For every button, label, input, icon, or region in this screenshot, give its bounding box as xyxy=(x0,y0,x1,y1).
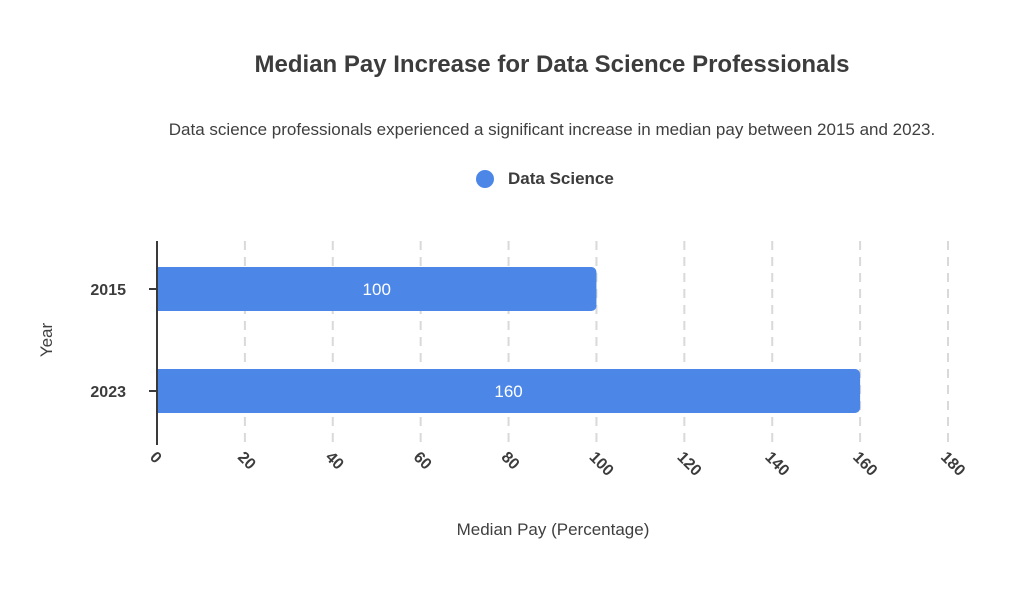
bars xyxy=(157,267,861,413)
bar-value-label: 160 xyxy=(494,382,522,401)
x-tick-label: 160 xyxy=(849,449,880,480)
category-ticks xyxy=(149,288,157,392)
category-labels: 2015 2023 xyxy=(90,282,126,401)
x-tick-label: 120 xyxy=(674,449,705,480)
x-tick-label: 0 xyxy=(146,449,164,467)
category-label: 2015 xyxy=(90,282,126,299)
x-tick-label: 140 xyxy=(761,449,792,480)
x-tick-label: 60 xyxy=(410,449,435,474)
bar-value-label: 100 xyxy=(363,280,391,299)
x-tick-label: 100 xyxy=(586,449,617,480)
x-tick-label: 80 xyxy=(498,449,523,474)
chart-title: Median Pay Increase for Data Science Pro… xyxy=(254,51,850,78)
x-tick-labels: 0 20 40 60 80 100 120 140 160 180 xyxy=(146,449,968,480)
bar xyxy=(157,369,861,413)
category-label: 2023 xyxy=(90,384,126,401)
y-axis-title: Year xyxy=(37,322,56,357)
x-axis-title: Median Pay (Percentage) xyxy=(457,520,650,539)
legend-swatch-data-science xyxy=(476,170,494,188)
bar xyxy=(157,267,597,311)
chart-subtitle: Data science professionals experienced a… xyxy=(168,120,936,139)
bar-edge xyxy=(157,267,165,311)
x-tick-label: 20 xyxy=(234,449,259,474)
legend-label-data-science: Data Science xyxy=(508,169,614,188)
value-labels: 100 160 xyxy=(363,280,523,401)
x-tick-label: 180 xyxy=(937,449,968,480)
legend: Data Science xyxy=(476,168,614,190)
bar-edge xyxy=(157,369,165,413)
x-tick-label: 40 xyxy=(322,449,347,474)
